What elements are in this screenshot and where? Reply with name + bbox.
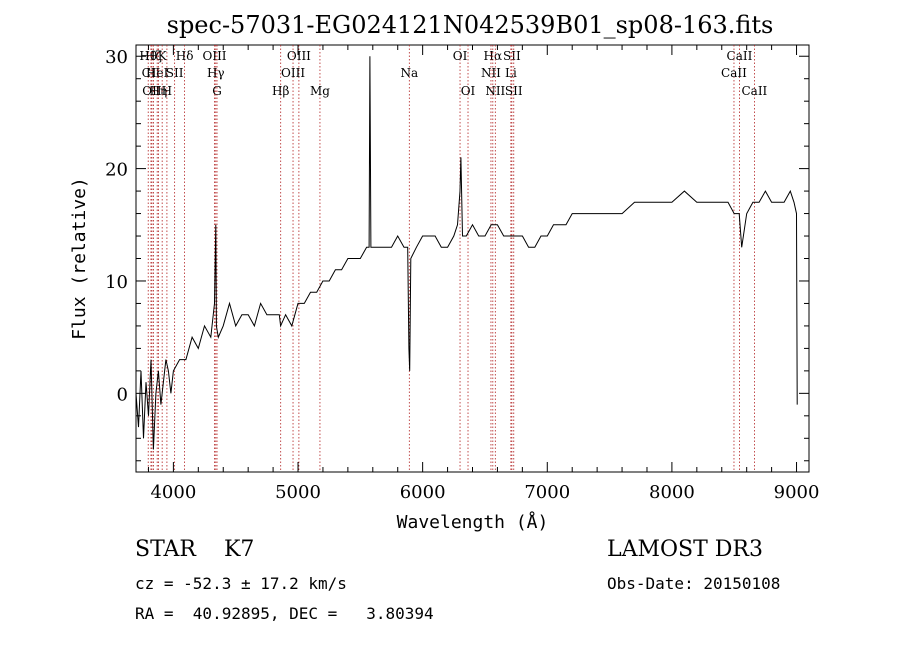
spectral-line-label: Hη (150, 84, 168, 98)
x-tick-label: 5000 (275, 482, 321, 503)
spectral-line-label: OIII (202, 49, 226, 63)
chart-title: spec-57031-EG024121N042539B01_sp08-163.f… (167, 11, 774, 39)
spectral-line-label: Li (505, 66, 517, 80)
spectral-line-label: HeI (146, 66, 169, 80)
spectral-line-label: Mg (310, 84, 330, 98)
object-class: STAR K7 (135, 537, 255, 562)
spectral-line-label: G (212, 84, 222, 98)
spectral-line-label: NII (485, 84, 505, 98)
spectral-line-label: OI (461, 84, 476, 98)
spectral-line-label: Hβ (272, 84, 289, 98)
x-axis-label: Wavelength (Å) (397, 511, 549, 533)
series-line-flux (135, 56, 798, 450)
y-tick-label: 10 (105, 272, 128, 293)
spectral-line-label: Na (400, 66, 418, 80)
x-tick-label: 6000 (400, 482, 446, 503)
spectral-line-label: CaII (741, 84, 767, 98)
redshift-cz: cz = -52.3 ± 17.2 km/s (135, 574, 347, 593)
x-tick-label: 8000 (649, 482, 695, 503)
y-tick-label: 0 (117, 384, 128, 405)
spectral-line-label: Hθ (139, 49, 157, 63)
x-tick-label: 4000 (150, 482, 196, 503)
y-axis-label: Flux (relative) (69, 177, 90, 340)
spectral-line-label: Hγ (207, 66, 225, 80)
y-tick-label: 20 (105, 160, 128, 181)
spectral-line-label: SII (503, 49, 521, 63)
spectral-line-label: CaII (727, 49, 753, 63)
spectral-line-label: Hδ (176, 49, 194, 63)
spectral-line-label: K (158, 49, 168, 63)
spectral-line-label: H (162, 84, 172, 98)
survey-name: LAMOST DR3 (607, 537, 763, 562)
spectral-line-label: OIII (287, 49, 311, 63)
spectral-line-label: SII (505, 84, 523, 98)
spectral-line-label: CaII (721, 66, 747, 80)
obs-date: Obs-Date: 20150108 (607, 574, 781, 593)
spectral-line-label: SII (166, 66, 184, 80)
x-tick-label: 9000 (774, 482, 820, 503)
spectral-line-label: OI (453, 49, 468, 63)
spectral-line-label: NII (481, 66, 501, 80)
x-tick-label: 7000 (524, 482, 570, 503)
plot-frame (135, 44, 810, 473)
spectral-line-label: OIII (281, 66, 305, 80)
ra-dec: RA = 40.92895, DEC = 3.80394 (135, 604, 434, 623)
spectral-line-label: Hα (484, 49, 503, 63)
y-tick-label: 30 (105, 47, 128, 68)
spectral-line-label: CII (142, 66, 161, 80)
